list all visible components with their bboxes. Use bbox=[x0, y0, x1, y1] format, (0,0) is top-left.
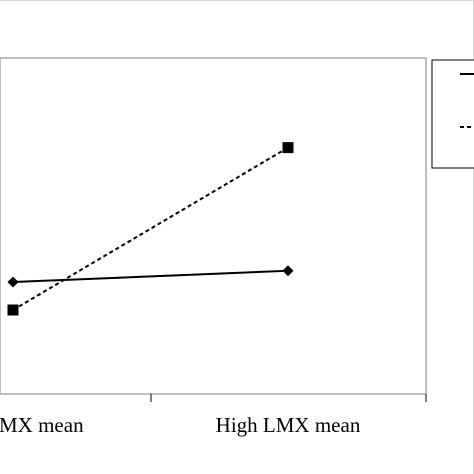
series-layer bbox=[7, 142, 294, 316]
x-axis: Low LMX mean High LMX mean bbox=[0, 394, 427, 437]
x-tick-label-high: High LMX mean bbox=[216, 413, 361, 437]
series-1-line bbox=[12, 269, 289, 283]
series-2-point-1 bbox=[7, 304, 19, 316]
series-1-point-2 bbox=[282, 265, 294, 277]
legend bbox=[431, 59, 474, 169]
series-2-line bbox=[12, 146, 289, 311]
plot-area bbox=[0, 57, 427, 395]
series-2-point-2 bbox=[282, 142, 294, 154]
x-tick-label-low: Low LMX mean bbox=[0, 413, 84, 437]
legend-box bbox=[431, 59, 474, 169]
series-1-point-1 bbox=[7, 276, 19, 288]
